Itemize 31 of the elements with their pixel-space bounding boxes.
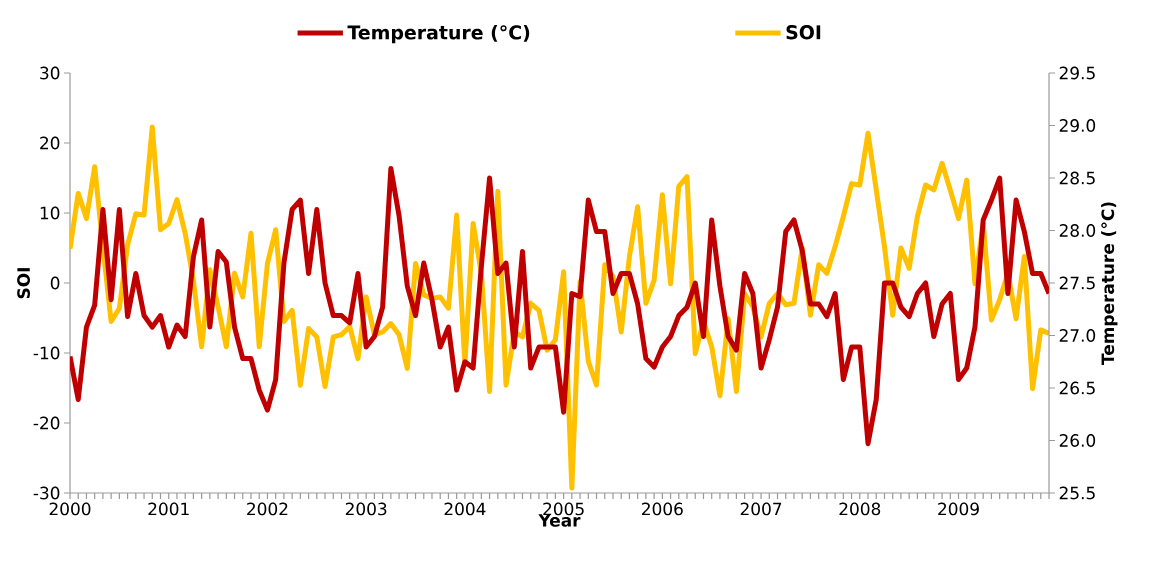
- y2-tick-label: 28.0: [1059, 224, 1096, 237]
- y2-tick-label: 29.5: [1059, 66, 1095, 80]
- y-tick-label: 30: [40, 66, 60, 80]
- x-tick-label: 2002: [247, 502, 288, 516]
- y2-tick-label: 26.5: [1059, 381, 1095, 395]
- y2-tick-label: 25.5: [1059, 486, 1095, 500]
- x-axis-title: Year: [538, 514, 581, 527]
- x-tick-label: 2005: [543, 502, 584, 516]
- x-tick-label: 2001: [148, 502, 189, 516]
- y2-tick-label: 29.0: [1059, 119, 1096, 132]
- x-tick-label: 2004: [444, 502, 486, 516]
- y2-tick-label: 28.5: [1059, 171, 1095, 185]
- y2-tick-label: 27.0: [1059, 329, 1096, 342]
- y2-tick-label: 26.0: [1059, 434, 1096, 447]
- x-tick-label: 2000: [49, 502, 91, 516]
- y-tick-label: -10: [33, 346, 60, 360]
- legend-label: Temperature (°C): [347, 24, 530, 44]
- x-tick-label: 2007: [740, 502, 782, 516]
- x-tick-label: 2006: [642, 502, 683, 516]
- y-tick-label: 0: [50, 276, 60, 290]
- y2-tick-label: 27.5: [1059, 276, 1095, 290]
- y2-axis-title: Temperature (°C): [1101, 202, 1118, 365]
- y-tick-label: -30: [33, 486, 60, 500]
- x-tick-label: 2003: [345, 502, 387, 516]
- y-tick-label: 20: [40, 136, 60, 150]
- legend-label: SOI: [786, 25, 821, 40]
- y-tick-label: -20: [33, 416, 60, 430]
- x-tick-label: 2009: [938, 502, 979, 516]
- y-tick-label: 10: [40, 206, 60, 220]
- y-axis-title: SOI: [17, 268, 30, 299]
- x-tick-label: 2008: [839, 502, 881, 516]
